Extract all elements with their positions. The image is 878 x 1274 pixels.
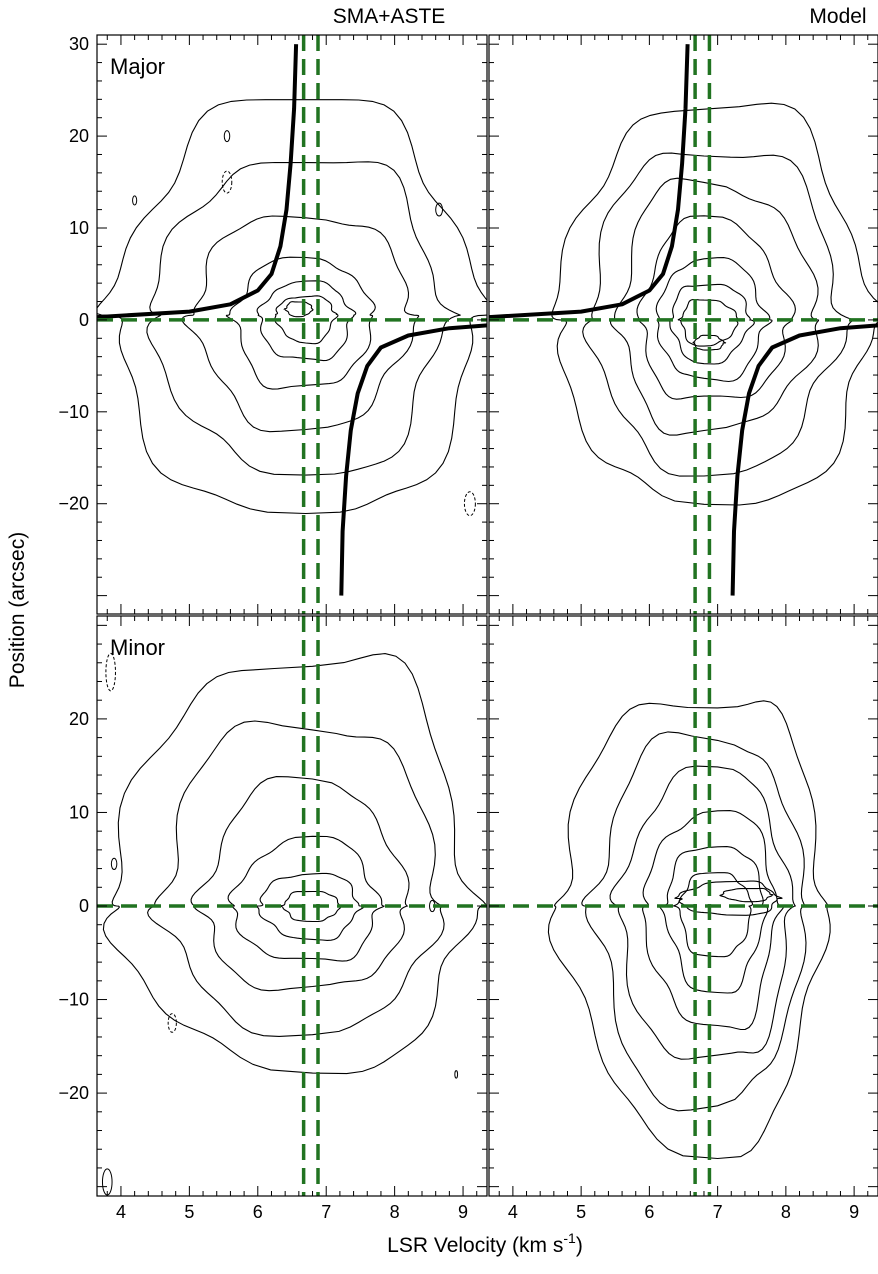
contour-line xyxy=(102,653,487,1075)
x-axis-title-tail: ) xyxy=(576,1234,583,1257)
contour-island xyxy=(110,857,118,871)
x-tick-label: 9 xyxy=(849,1202,859,1222)
x-tick-label: 7 xyxy=(713,1202,723,1222)
panel-minor-model: 4 5 6 7 8 9 xyxy=(488,615,878,1222)
y-axis-title: Position (arcsec) xyxy=(6,532,29,688)
contour-line xyxy=(547,700,831,1160)
y-tick-label: −20 xyxy=(58,1083,89,1103)
y-tick-label: −10 xyxy=(58,990,89,1010)
contour-line xyxy=(255,872,365,941)
contour-line xyxy=(642,810,785,1031)
contour-set xyxy=(97,99,487,517)
contour-line xyxy=(279,890,342,923)
rotation-curve xyxy=(730,323,878,596)
y-tick-label: 0 xyxy=(79,896,89,916)
rotation-curve xyxy=(339,323,487,596)
contour-set xyxy=(547,700,831,1160)
contour-line xyxy=(147,720,445,1037)
y-tick-label: 0 xyxy=(79,310,89,330)
contour-set xyxy=(551,102,878,506)
x-tick-label: 6 xyxy=(644,1202,654,1222)
contour-set xyxy=(101,652,487,1196)
x-tick-label: 4 xyxy=(116,1202,126,1222)
x-tick-label: 7 xyxy=(321,1202,331,1222)
x-axis-title-superscript: -1 xyxy=(563,1230,576,1246)
contour-line xyxy=(581,731,807,1112)
x-tick-label: 8 xyxy=(781,1202,791,1222)
contour-line xyxy=(636,215,796,400)
x-tick-label: 6 xyxy=(253,1202,263,1222)
y-tick-label: 20 xyxy=(69,126,89,146)
y-tick-label: −10 xyxy=(58,402,89,422)
x-axis-title-main: LSR Velocity (km s xyxy=(387,1234,563,1257)
contour-line xyxy=(256,280,357,362)
contour-line xyxy=(692,334,727,351)
negative-contour xyxy=(221,170,233,194)
rotation-curve xyxy=(97,44,299,320)
x-axis-title: LSR Velocity (km s-1) xyxy=(387,1230,583,1257)
contour-island xyxy=(132,195,138,206)
column-title-model: Model xyxy=(809,5,866,28)
panel-minor-observed: 4 5 6 7 8 9 −20 −10 0 10 20 xyxy=(58,615,488,1222)
column-title-observed: SMA+ASTE xyxy=(333,5,446,28)
panel-frame xyxy=(488,34,878,615)
contour-line xyxy=(551,102,878,506)
contour-island xyxy=(435,202,444,217)
contour-line xyxy=(181,215,420,433)
y-tick-label: 30 xyxy=(69,34,89,54)
x-tick-label: 9 xyxy=(458,1202,468,1222)
y-tick-label: −20 xyxy=(58,494,89,514)
x-tick-label: 5 xyxy=(184,1202,194,1222)
x-tick-label: 5 xyxy=(576,1202,586,1222)
y-tick-label: 10 xyxy=(69,218,89,238)
contour-line xyxy=(225,256,376,390)
contour-line xyxy=(674,880,783,916)
contour-line xyxy=(582,152,856,477)
negative-contour xyxy=(105,652,116,692)
panel-label-major: Major xyxy=(110,54,165,79)
contour-line xyxy=(274,295,339,345)
panel-label-minor: Minor xyxy=(110,635,165,660)
contour-line xyxy=(97,99,487,515)
contour-line xyxy=(719,887,774,903)
contour-island xyxy=(223,130,231,143)
contour-line xyxy=(658,846,769,994)
contour-line xyxy=(283,301,314,318)
x-tick-label: 4 xyxy=(508,1202,518,1222)
panel-frame xyxy=(96,34,488,615)
panel-major-observed: −20 −10 0 10 20 30 xyxy=(58,34,488,615)
contour-line xyxy=(677,298,739,347)
negative-contour xyxy=(463,491,476,517)
panel-major-model xyxy=(488,34,878,615)
y-tick-label: 20 xyxy=(69,709,89,729)
contour-line xyxy=(671,872,754,958)
y-tick-label: 10 xyxy=(69,802,89,822)
negative-contour xyxy=(167,1013,177,1033)
x-tick-label: 8 xyxy=(390,1202,400,1222)
contour-island xyxy=(454,1070,459,1079)
contour-line xyxy=(227,835,386,962)
rotation-curve xyxy=(489,44,690,320)
